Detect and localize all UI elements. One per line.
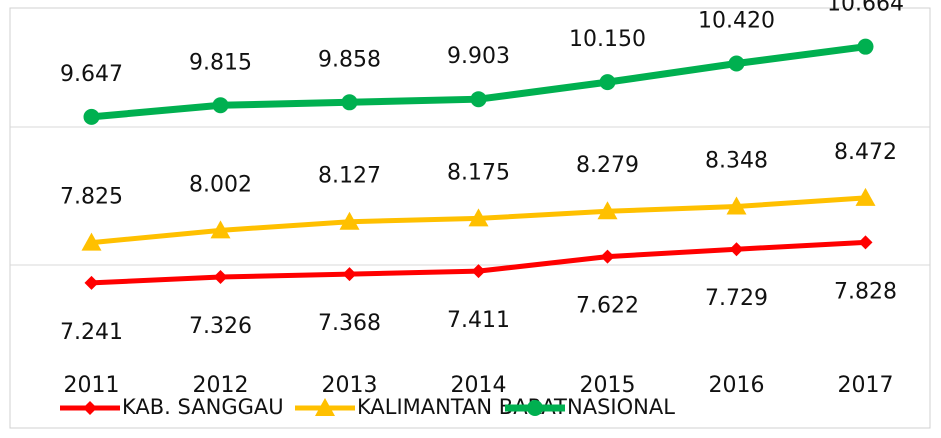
chart-frame [9,7,931,429]
data-label: 10.664 [827,0,904,17]
point [470,91,487,108]
data-label: 9.647 [60,62,123,87]
data-label: 7.411 [447,308,510,333]
point [342,267,357,282]
x-tick-label: 2015 [580,373,636,398]
data-label: 7.368 [318,311,381,336]
point [600,249,615,264]
point [81,232,102,251]
point [726,196,747,215]
legend-label: NASIONAL [567,395,675,419]
point [599,74,616,91]
legend-label: KAB. SANGGAU [122,395,284,419]
x-tick-label: 2013 [322,373,378,398]
data-label: 9.903 [447,44,510,69]
data-label: 8.279 [576,153,639,178]
x-tick-label: 2012 [193,373,249,398]
point [84,275,99,290]
point [468,208,489,227]
point [212,97,229,114]
x-tick-label: 2011 [64,373,120,398]
data-label: 7.729 [705,286,768,311]
point [597,201,618,220]
point [857,38,874,55]
data-label: 7.622 [576,294,639,319]
data-label: 8.002 [189,172,252,197]
point [855,187,876,206]
data-label: 8.127 [318,164,381,189]
data-label: 10.420 [698,9,775,34]
point [213,270,228,285]
data-label: 8.472 [834,140,897,165]
point [729,242,744,257]
point [728,55,745,72]
x-tick-label: 2016 [709,373,765,398]
x-tick-label: 2014 [451,373,507,398]
point [83,108,100,125]
data-label: 9.815 [189,50,252,75]
point [339,211,360,230]
point [858,235,873,250]
point [341,94,358,111]
legend-marker [83,401,97,415]
data-label: 8.348 [705,148,768,173]
legend-marker [527,400,543,416]
data-label: 7.825 [60,185,123,210]
data-label: 8.175 [447,160,510,185]
data-label: 7.241 [60,320,123,345]
data-label: 7.326 [189,314,252,339]
point [210,220,231,239]
point [471,264,486,279]
x-tick-label: 2017 [838,373,894,398]
data-label: 7.828 [834,279,897,304]
data-label: 9.858 [318,47,381,72]
data-label: 10.150 [569,27,646,52]
legend-marker [315,398,335,416]
